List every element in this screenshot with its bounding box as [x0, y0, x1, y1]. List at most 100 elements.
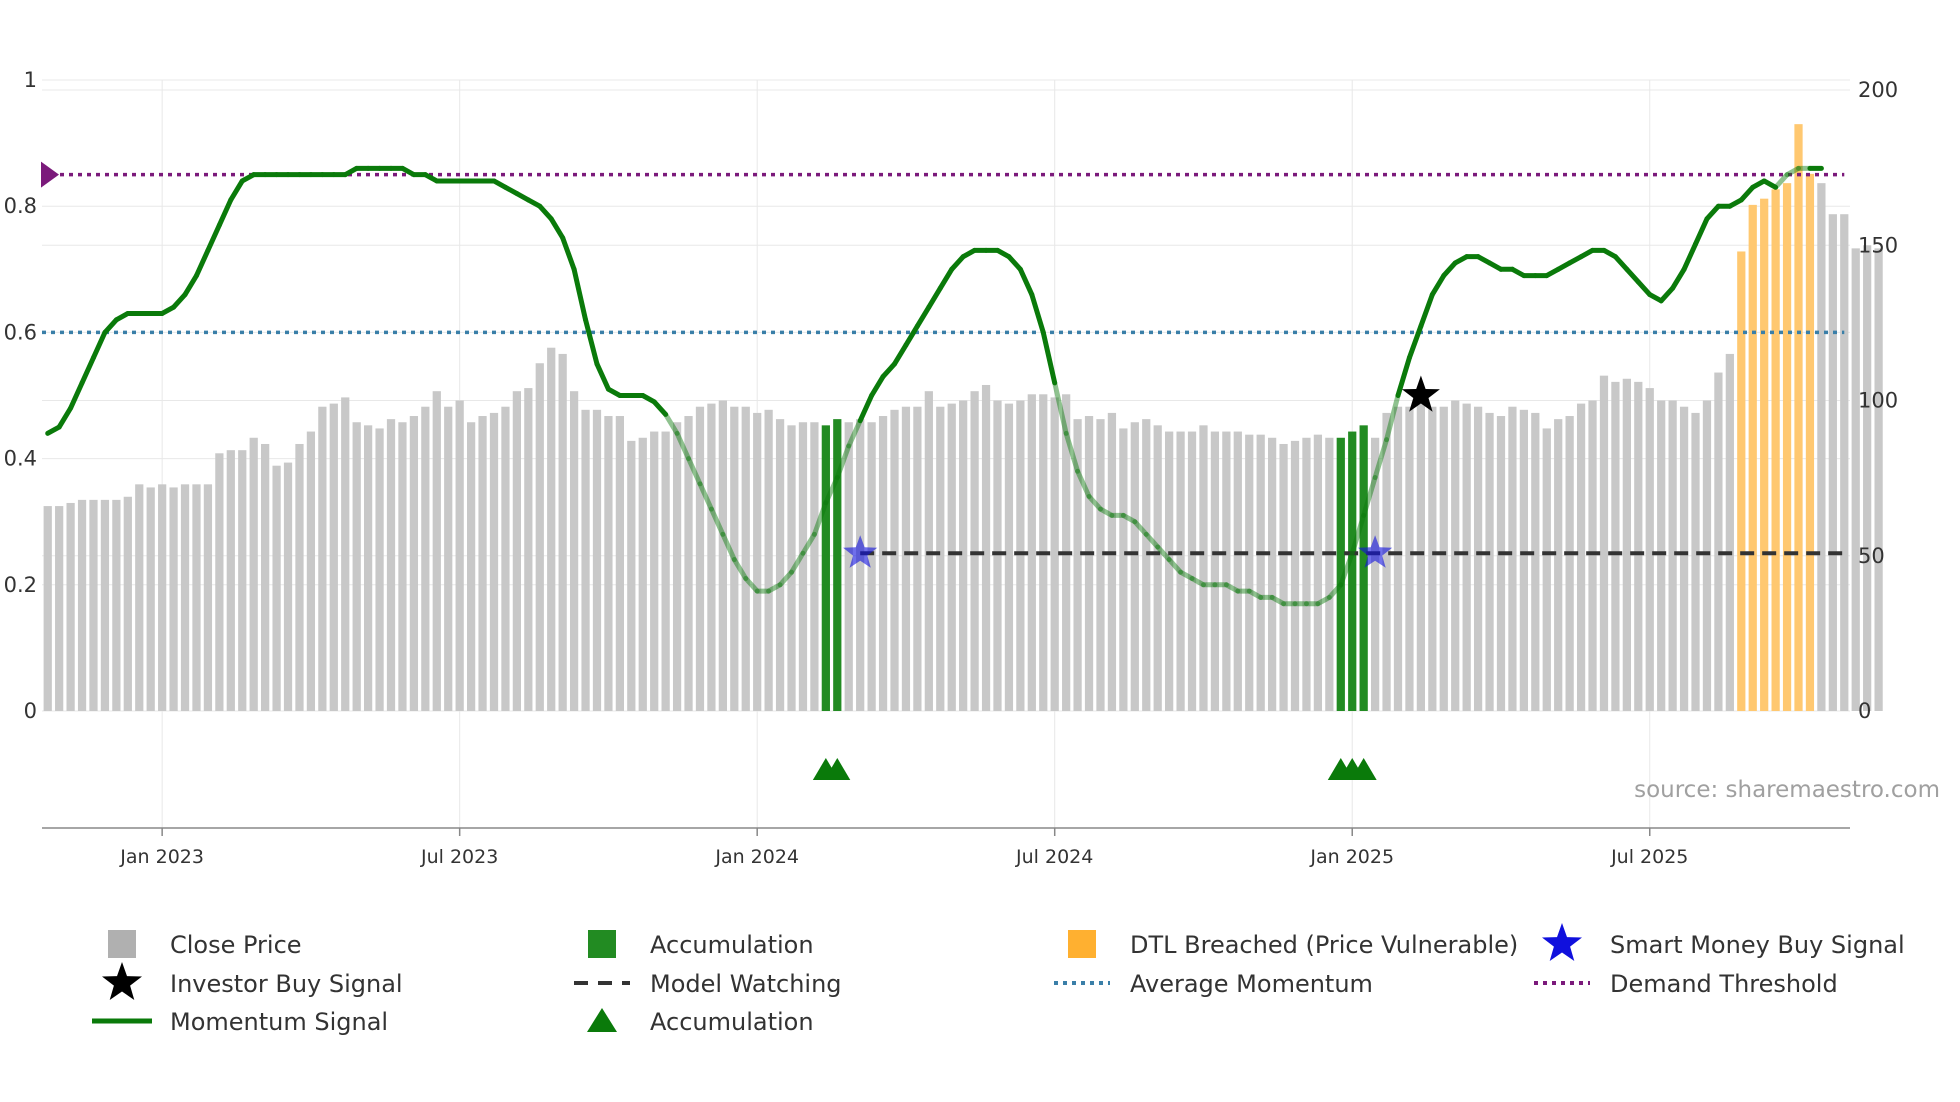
momentum-line-segment: [205, 222, 222, 253]
left-tick-label: 0: [24, 699, 37, 723]
close-price-bar: [306, 431, 316, 711]
close-price-bar: [1668, 400, 1677, 711]
close-price-bar: [638, 437, 647, 711]
close-price-bar: [787, 425, 796, 711]
close-price-bar: [775, 419, 785, 711]
momentum-line-segment: [1406, 323, 1424, 361]
momentum-line-segment: [1052, 380, 1069, 436]
momentum-line-segment: [1086, 493, 1103, 512]
momentum-line-segment: [171, 292, 188, 310]
close-price-bar: [1004, 403, 1014, 711]
momentum-line-segment: [663, 411, 680, 436]
accumulation-marker: [824, 758, 851, 780]
close-price-bar: [684, 416, 693, 711]
close-price-bar: [1165, 431, 1174, 711]
close-price-bar: [43, 506, 52, 711]
close-price-bar: [810, 422, 819, 711]
momentum-line-segment: [857, 393, 875, 424]
close-price-bar: [112, 499, 121, 711]
close-price-bar: [604, 416, 613, 711]
close-price-bar: [569, 391, 579, 711]
close-price-bar: [55, 506, 64, 711]
momentum-line-segment: [674, 430, 692, 462]
right-tick-label: 50: [1858, 544, 1885, 568]
legend-label: Smart Money Buy Signal: [1610, 931, 1905, 959]
close-price-bar: [272, 465, 281, 711]
smart-money-buy-star: [843, 535, 878, 568]
dtl-breached-bar: [1760, 198, 1769, 712]
close-price-bar: [375, 428, 384, 711]
close-price-bar: [1119, 428, 1128, 711]
momentum-line-segment: [548, 216, 566, 241]
close-price-bar: [764, 409, 773, 711]
close-price-bar: [409, 416, 419, 711]
close-price-bar: [1210, 431, 1220, 711]
momentum-line-segment: [846, 418, 863, 449]
close-price-bar: [1416, 403, 1426, 711]
momentum-line-segment: [697, 481, 714, 512]
close-price-bar: [1256, 434, 1265, 711]
close-price-bar: [707, 403, 716, 711]
momentum-line-segment: [1063, 430, 1081, 474]
legend-label: Demand Threshold: [1610, 970, 1838, 998]
close-price-bar: [295, 443, 304, 711]
momentum-line-segment: [79, 355, 96, 386]
momentum-line-segment: [811, 500, 829, 537]
momentum-line-segment: [1384, 393, 1401, 443]
close-price-bar: [1542, 428, 1551, 711]
close-price-bar: [1268, 437, 1277, 711]
momentum-line-segment: [834, 443, 852, 481]
close-price-bar: [455, 400, 464, 711]
left-tick-label: 0.6: [4, 320, 37, 344]
left-tick-label: 0.8: [4, 194, 37, 218]
close-price-bar: [730, 406, 739, 711]
momentum-line-segment: [1223, 582, 1241, 594]
momentum-line-segment: [1670, 266, 1687, 291]
momentum-line-segment: [102, 317, 119, 335]
momentum-line-segment: [1349, 512, 1367, 556]
close-price-bar: [1817, 183, 1826, 711]
close-price-bar: [1645, 388, 1654, 711]
momentum-line-segment: [1738, 184, 1756, 203]
momentum-line-segment: [1693, 216, 1710, 247]
close-price-bar: [341, 397, 350, 711]
momentum-line-segment: [193, 247, 211, 279]
dtl-breached-bar: [1737, 251, 1746, 711]
momentum-line-segment: [594, 361, 611, 392]
close-price-bar: [547, 347, 556, 711]
close-price-bar: [261, 443, 270, 711]
close-price-bar: [238, 450, 247, 711]
close-price-bar: [798, 422, 808, 711]
dtl-breached-bar: [1748, 204, 1757, 711]
close-price-bar: [1382, 412, 1391, 711]
close-price-bar: [1851, 248, 1860, 712]
close-price-bar: [524, 388, 533, 711]
close-price-bar: [1531, 412, 1540, 711]
close-price-bar: [936, 406, 945, 711]
close-price-bar: [1691, 412, 1700, 711]
momentum-line-segment: [1075, 468, 1092, 499]
momentum-line-segment: [1658, 285, 1676, 304]
close-price-bar: [478, 416, 487, 711]
momentum-line-segment: [1395, 355, 1412, 398]
close-price-bar: [1840, 214, 1849, 711]
close-price-bar: [1370, 437, 1380, 711]
accumulation-bar: [1348, 431, 1357, 711]
momentum-line-segment: [182, 273, 199, 298]
x-tick-label: Jul 2025: [1610, 846, 1688, 868]
close-price-bar: [352, 422, 361, 711]
legend-swatch-close-price: [108, 930, 136, 958]
momentum-line-segment: [228, 178, 245, 203]
legend-label: Momentum Signal: [170, 1008, 388, 1036]
momentum-line-segment: [216, 197, 234, 228]
close-price-bar: [1176, 431, 1185, 711]
momentum-line-segment: [1441, 260, 1458, 279]
momentum-line-segment: [903, 323, 920, 348]
momentum-line-segment: [537, 203, 554, 222]
close-price-bar: [661, 431, 670, 711]
close-price-bar: [981, 384, 991, 711]
momentum-line-segment: [571, 266, 589, 323]
close-price-bar: [1496, 416, 1506, 711]
dtl-breached-bar: [1805, 173, 1815, 711]
momentum-line-segment: [1189, 575, 1206, 588]
